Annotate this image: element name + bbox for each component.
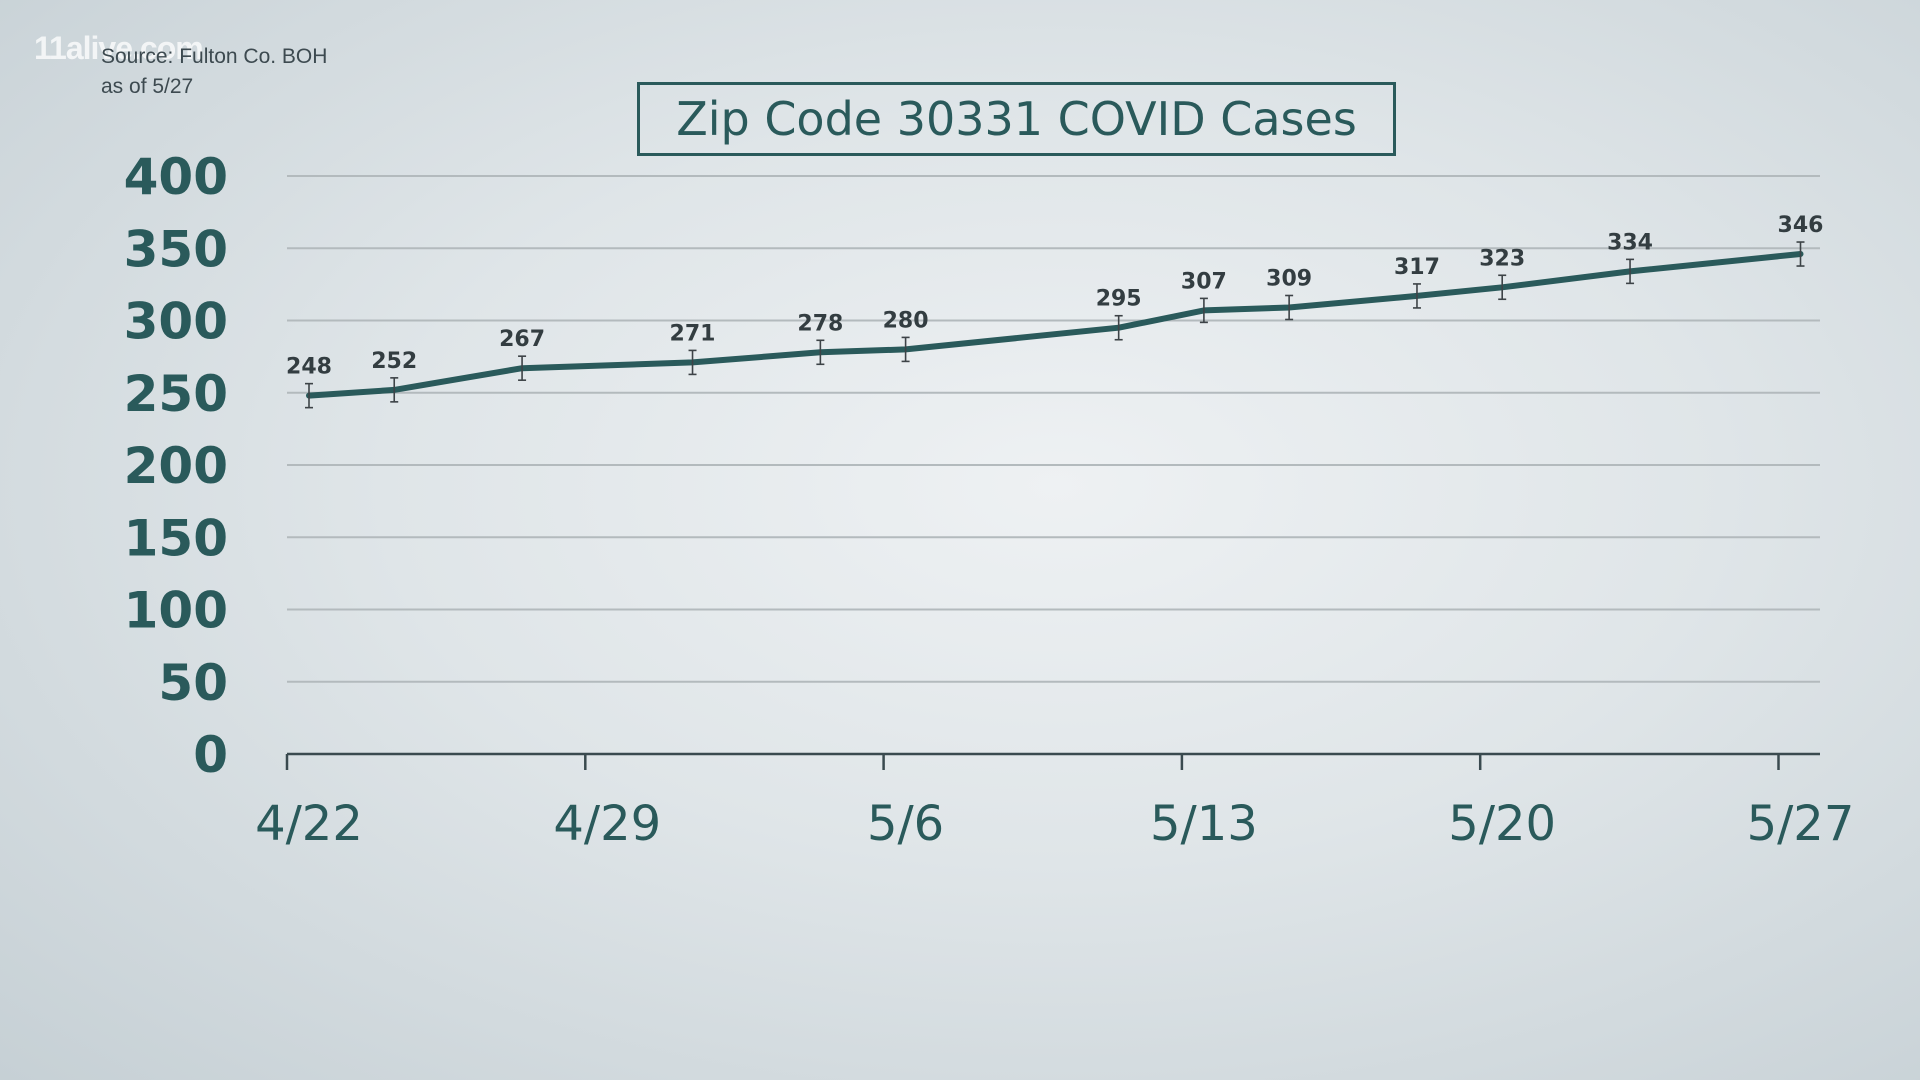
chart-title: Zip Code 30331 COVID Cases [676, 92, 1357, 146]
station-watermark: 11alive.com [34, 30, 204, 66]
y-tick-label: 250 [124, 365, 228, 423]
error-bars [305, 241, 1805, 409]
y-tick-label: 350 [124, 220, 228, 278]
error-bar [390, 377, 399, 403]
data-label: 295 [1096, 287, 1142, 312]
error-bar [1114, 314, 1123, 341]
data-labels: 248 252 267 271 278 280 295 307 309 317 323 334 346 [286, 213, 1823, 380]
error-bar [1199, 297, 1208, 324]
data-label: 280 [883, 308, 929, 333]
error-bar [1626, 258, 1635, 285]
error-bar [688, 349, 697, 376]
error-bar [305, 382, 313, 409]
as-of-line: as of 5/27 [101, 75, 194, 98]
y-tick-label: 200 [124, 437, 228, 495]
x-tick-label: 5/6 [867, 796, 944, 852]
x-tick-label: 4/29 [553, 796, 661, 852]
error-bar [816, 339, 825, 366]
x-tick-label: 4/22 [255, 796, 363, 852]
data-label: 346 [1778, 213, 1824, 238]
source-note: Source: Fulton Co. BOH as of 5/27 [101, 42, 327, 102]
error-bar [1412, 283, 1421, 309]
data-label: 307 [1181, 269, 1227, 294]
y-tick-label: 50 [158, 654, 228, 712]
data-label: 309 [1266, 266, 1312, 291]
y-tick-label: 400 [124, 148, 228, 206]
error-bar [1498, 274, 1507, 301]
data-label: 248 [286, 355, 332, 380]
chart-title-box: Zip Code 30331 COVID Cases [637, 82, 1396, 156]
y-tick-label: 100 [124, 582, 228, 640]
x-tick-label: 5/13 [1150, 796, 1258, 852]
y-tick-label: 300 [124, 293, 228, 351]
data-label: 271 [670, 321, 716, 346]
data-label: 267 [499, 327, 545, 352]
error-bar [1285, 294, 1294, 321]
error-bar [901, 336, 910, 363]
data-label: 317 [1394, 255, 1440, 280]
y-tick-label: 0 [193, 726, 228, 784]
y-axis-ticks: 0 50 100 150 200 250 300 350 400 [124, 148, 228, 784]
series-line [306, 251, 1804, 399]
error-bar [518, 355, 527, 381]
x-axis-ticks: 4/22 4/29 5/6 5/13 5/20 5/27 [255, 754, 1854, 852]
x-tick-label: 5/20 [1448, 796, 1556, 852]
x-tick-label: 5/27 [1747, 796, 1855, 852]
error-bar [1796, 241, 1805, 267]
y-tick-label: 150 [124, 509, 228, 567]
source-line: Source: Fulton Co. BOH [101, 45, 328, 68]
gridlines [287, 175, 1820, 683]
data-label: 278 [797, 311, 843, 336]
data-label: 252 [371, 349, 417, 374]
data-label: 334 [1607, 230, 1653, 255]
data-label: 323 [1479, 246, 1525, 271]
series-layer [306, 251, 1804, 399]
